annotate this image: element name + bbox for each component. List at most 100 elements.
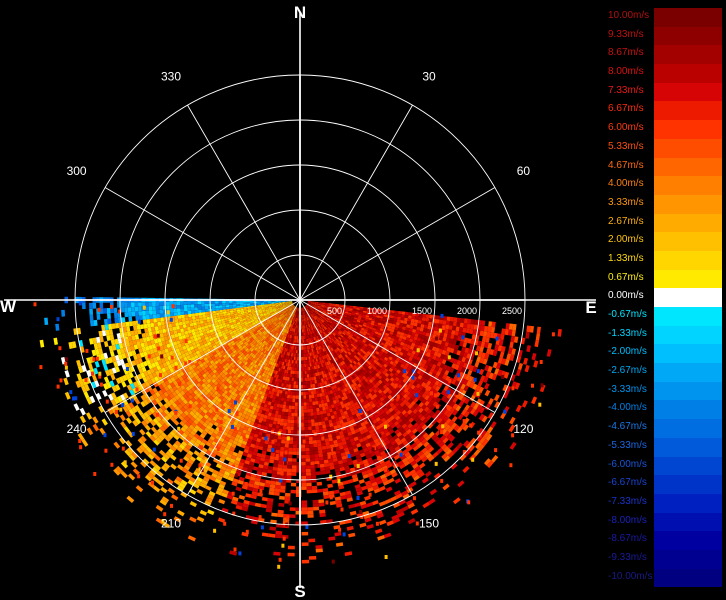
velocity-cell xyxy=(377,535,385,541)
velocity-cell xyxy=(307,377,310,382)
velocity-cell xyxy=(270,452,276,457)
velocity-cell xyxy=(221,507,229,513)
velocity-cell xyxy=(341,318,346,322)
velocity-cell xyxy=(319,308,324,311)
velocity-cell xyxy=(289,331,292,335)
velocity-cell xyxy=(394,336,400,341)
velocity-cell xyxy=(312,383,316,388)
velocity-cell xyxy=(443,355,449,361)
velocity-cell xyxy=(284,376,288,381)
velocity-cell xyxy=(318,502,325,507)
velocity-cell xyxy=(331,309,335,311)
velocity-cell xyxy=(270,369,274,374)
velocity-cell xyxy=(364,450,370,456)
velocity-cell xyxy=(279,389,283,394)
velocity-cell xyxy=(268,375,272,380)
velocity-cell xyxy=(273,463,279,468)
velocity-cell xyxy=(318,334,321,339)
velocity-cell xyxy=(508,424,516,433)
velocity-cell xyxy=(326,448,332,453)
velocity-cell xyxy=(367,319,372,323)
velocity-cell xyxy=(478,413,485,421)
velocity-cell xyxy=(303,314,305,318)
velocity-cell xyxy=(364,431,371,437)
velocity-cell xyxy=(413,397,419,403)
velocity-cell xyxy=(314,311,318,314)
velocity-cell xyxy=(452,403,459,410)
velocity-cell xyxy=(313,390,317,395)
velocity-cell xyxy=(349,438,355,443)
velocity-cell xyxy=(534,339,540,348)
velocity-cell xyxy=(266,504,273,510)
velocity-cell xyxy=(335,471,341,476)
velocity-cell xyxy=(312,325,316,330)
velocity-cell xyxy=(494,344,499,351)
velocity-cell xyxy=(381,370,387,375)
velocity-cell xyxy=(386,442,393,449)
velocity-cell xyxy=(363,330,368,335)
velocity-cell xyxy=(296,328,298,333)
velocity-cell xyxy=(460,318,465,323)
velocity-cell xyxy=(374,409,380,414)
velocity-cell xyxy=(398,499,406,506)
velocity-cell xyxy=(340,328,344,332)
velocity-cell xyxy=(298,315,300,319)
velocity-cell xyxy=(330,311,334,314)
velocity-cell xyxy=(247,450,254,455)
velocity-cell xyxy=(344,383,349,388)
velocity-cell xyxy=(427,455,435,462)
velocity-cell xyxy=(348,328,353,333)
velocity-cell xyxy=(301,353,304,357)
velocity-cell xyxy=(302,356,304,361)
velocity-cell xyxy=(486,426,494,434)
velocity-cell xyxy=(395,333,401,338)
velocity-cell xyxy=(304,367,307,371)
velocity-cell xyxy=(340,404,346,409)
velocity-cell xyxy=(303,310,305,315)
velocity-cell xyxy=(308,430,313,434)
velocity-cell xyxy=(337,371,342,376)
velocity-cell xyxy=(310,315,313,319)
velocity-cell xyxy=(301,472,307,476)
velocity-cell xyxy=(293,317,295,322)
velocity-cell xyxy=(414,439,421,446)
velocity-cell xyxy=(373,384,378,389)
velocity-cell xyxy=(300,325,302,329)
velocity-cell xyxy=(296,332,298,336)
velocity-cell xyxy=(320,399,325,404)
velocity-cell xyxy=(328,394,332,399)
velocity-cell xyxy=(329,426,335,431)
velocity-cell xyxy=(533,360,539,368)
velocity-cell xyxy=(317,418,322,423)
velocity-cell xyxy=(287,337,290,342)
velocity-cell xyxy=(326,323,330,327)
velocity-cell xyxy=(295,311,297,315)
velocity-cell xyxy=(370,309,374,313)
velocity-cell xyxy=(367,392,373,398)
velocity-cell xyxy=(260,395,265,400)
velocity-cell xyxy=(440,413,447,420)
velocity-cell xyxy=(298,311,299,315)
velocity-cell xyxy=(246,453,253,459)
velocity-cell xyxy=(306,305,309,308)
velocity-cell xyxy=(353,364,358,369)
velocity-cell xyxy=(366,445,373,451)
velocity-cell xyxy=(189,516,197,523)
velocity-cell xyxy=(311,394,315,399)
velocity-cell xyxy=(439,319,444,325)
velocity-cell xyxy=(371,329,376,334)
velocity-cell xyxy=(330,324,334,328)
velocity-cell xyxy=(339,335,343,339)
velocity-cell xyxy=(288,323,291,327)
velocity-cell xyxy=(428,318,433,323)
velocity-cell xyxy=(274,399,278,404)
velocity-cell xyxy=(301,486,307,490)
velocity-cell xyxy=(313,306,317,308)
velocity-cell xyxy=(313,415,318,420)
velocity-cell xyxy=(351,362,356,367)
velocity-cell xyxy=(339,340,343,344)
velocity-cell xyxy=(309,556,317,560)
velocity-cell xyxy=(303,310,305,315)
velocity-cell xyxy=(367,486,374,493)
velocity-cell xyxy=(292,317,295,321)
